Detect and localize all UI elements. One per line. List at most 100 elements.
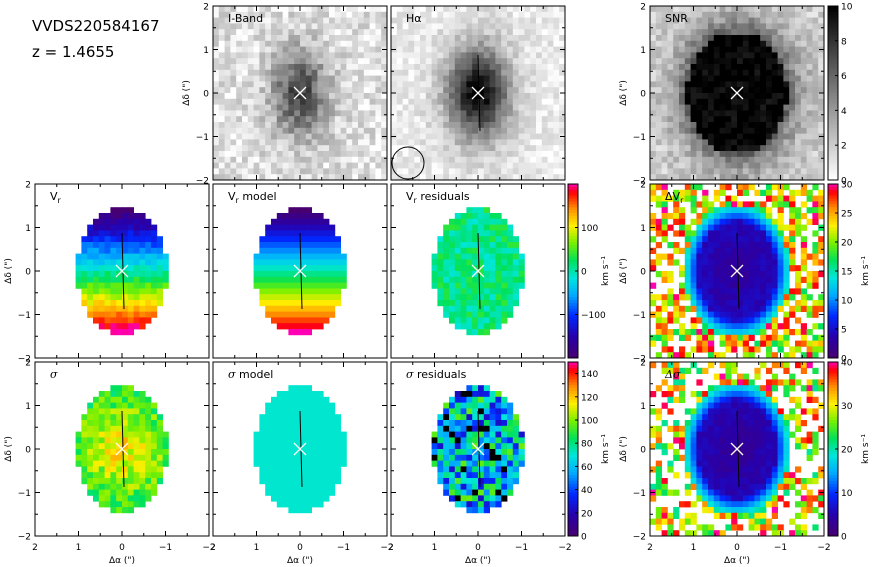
heatmap-cell <box>104 311 111 318</box>
heatmap-cell <box>224 58 231 65</box>
heatmap-cell <box>650 236 657 243</box>
heatmap-cell <box>282 501 289 508</box>
heatmap-cell <box>87 454 94 461</box>
heatmap-cell <box>483 271 490 278</box>
heatmap-cell <box>679 189 686 196</box>
heatmap-cell <box>766 145 773 152</box>
heatmap-cell <box>288 213 295 220</box>
heatmap-cell <box>489 116 496 123</box>
heatmap-cell <box>466 236 473 243</box>
heatmap-cell <box>408 6 415 13</box>
heatmap-cell <box>725 69 732 76</box>
heatmap-cell <box>708 81 715 88</box>
heatmap-cell <box>673 317 680 324</box>
heatmap-cell <box>541 174 548 181</box>
heatmap-cell <box>311 282 318 289</box>
heatmap-cell <box>489 139 496 146</box>
heatmap-cell <box>294 127 301 134</box>
heatmap-cell <box>104 466 111 473</box>
heatmap-cell <box>719 98 726 105</box>
heatmap-cell <box>553 139 560 146</box>
heatmap-cell <box>145 437 152 444</box>
heatmap-cell <box>242 151 249 158</box>
heatmap-cell <box>742 259 749 266</box>
heatmap-cell <box>265 466 272 473</box>
heatmap-cell <box>702 174 709 181</box>
heatmap-cell <box>265 305 272 312</box>
heatmap-cell <box>104 242 111 249</box>
heatmap-cell <box>713 168 720 175</box>
heatmap-cell <box>696 133 703 140</box>
heatmap-cell <box>352 104 359 111</box>
heatmap-cell <box>760 139 767 146</box>
heatmap-cell <box>259 472 266 479</box>
heatmap-cell <box>247 127 254 134</box>
heatmap-cell <box>242 46 249 53</box>
heatmap-cell <box>363 64 370 71</box>
heatmap-cell <box>259 122 266 129</box>
heatmap-cell <box>218 35 225 42</box>
heatmap-cell <box>719 288 726 295</box>
heatmap-cell <box>789 162 796 169</box>
heatmap-cell <box>748 127 755 134</box>
heatmap-cell <box>127 294 134 301</box>
heatmap-cell <box>795 282 802 289</box>
heatmap-cell <box>271 408 278 415</box>
heatmap-cell <box>655 184 662 191</box>
heatmap-cell <box>305 236 312 243</box>
heatmap-cell <box>110 230 117 237</box>
heatmap-cell <box>363 93 370 100</box>
heatmap-cell <box>276 168 283 175</box>
heatmap-cell <box>783 247 790 254</box>
heatmap-cell <box>754 282 761 289</box>
heatmap-cell <box>276 425 283 432</box>
heatmap-cell <box>133 495 140 502</box>
heatmap-cell <box>265 414 272 421</box>
heatmap-cell <box>259 294 266 301</box>
heatmap-cell <box>98 431 105 438</box>
heatmap-cell <box>93 443 100 450</box>
heatmap-cell <box>800 151 807 158</box>
heatmap-cell <box>449 162 456 169</box>
heatmap-cell <box>213 23 220 30</box>
heatmap-cell <box>454 58 461 65</box>
heatmap-cell <box>731 162 738 169</box>
heatmap-cell <box>725 288 732 295</box>
heatmap-cell <box>346 52 353 59</box>
heatmap-cell <box>300 489 307 496</box>
heatmap-cell <box>276 75 283 82</box>
heatmap-cell <box>655 23 662 30</box>
heatmap-cell <box>472 52 479 59</box>
heatmap-cell <box>375 35 382 42</box>
heatmap-cell <box>673 17 680 24</box>
heatmap-cell <box>375 116 382 123</box>
heatmap-cell <box>495 282 502 289</box>
heatmap-cell <box>87 265 94 272</box>
heatmap-cell <box>696 58 703 65</box>
heatmap-cell <box>777 52 784 59</box>
heatmap-cell <box>737 116 744 123</box>
heatmap-cell <box>661 218 668 225</box>
heatmap-cell <box>495 75 502 82</box>
heatmap-cell <box>777 195 784 202</box>
heatmap-cell <box>253 276 260 283</box>
heatmap-cell <box>771 98 778 105</box>
heatmap-cell <box>478 110 485 117</box>
heatmap-cell <box>323 75 330 82</box>
heatmap-cell <box>737 224 744 231</box>
heatmap-cell <box>253 443 260 450</box>
heatmap-cell <box>156 460 163 467</box>
heatmap-cell <box>655 195 662 202</box>
heatmap-cell <box>702 11 709 18</box>
heatmap-cell <box>265 110 272 117</box>
heatmap-cell <box>702 247 709 254</box>
heatmap-cell <box>300 35 307 42</box>
heatmap-cell <box>725 110 732 117</box>
heatmap-cell <box>259 75 266 82</box>
heatmap-cell <box>702 242 709 249</box>
heatmap-cell <box>783 236 790 243</box>
heatmap-cell <box>725 300 732 307</box>
heatmap-cell <box>472 174 479 181</box>
heatmap-cell <box>300 437 307 444</box>
heatmap-cell <box>731 305 738 312</box>
